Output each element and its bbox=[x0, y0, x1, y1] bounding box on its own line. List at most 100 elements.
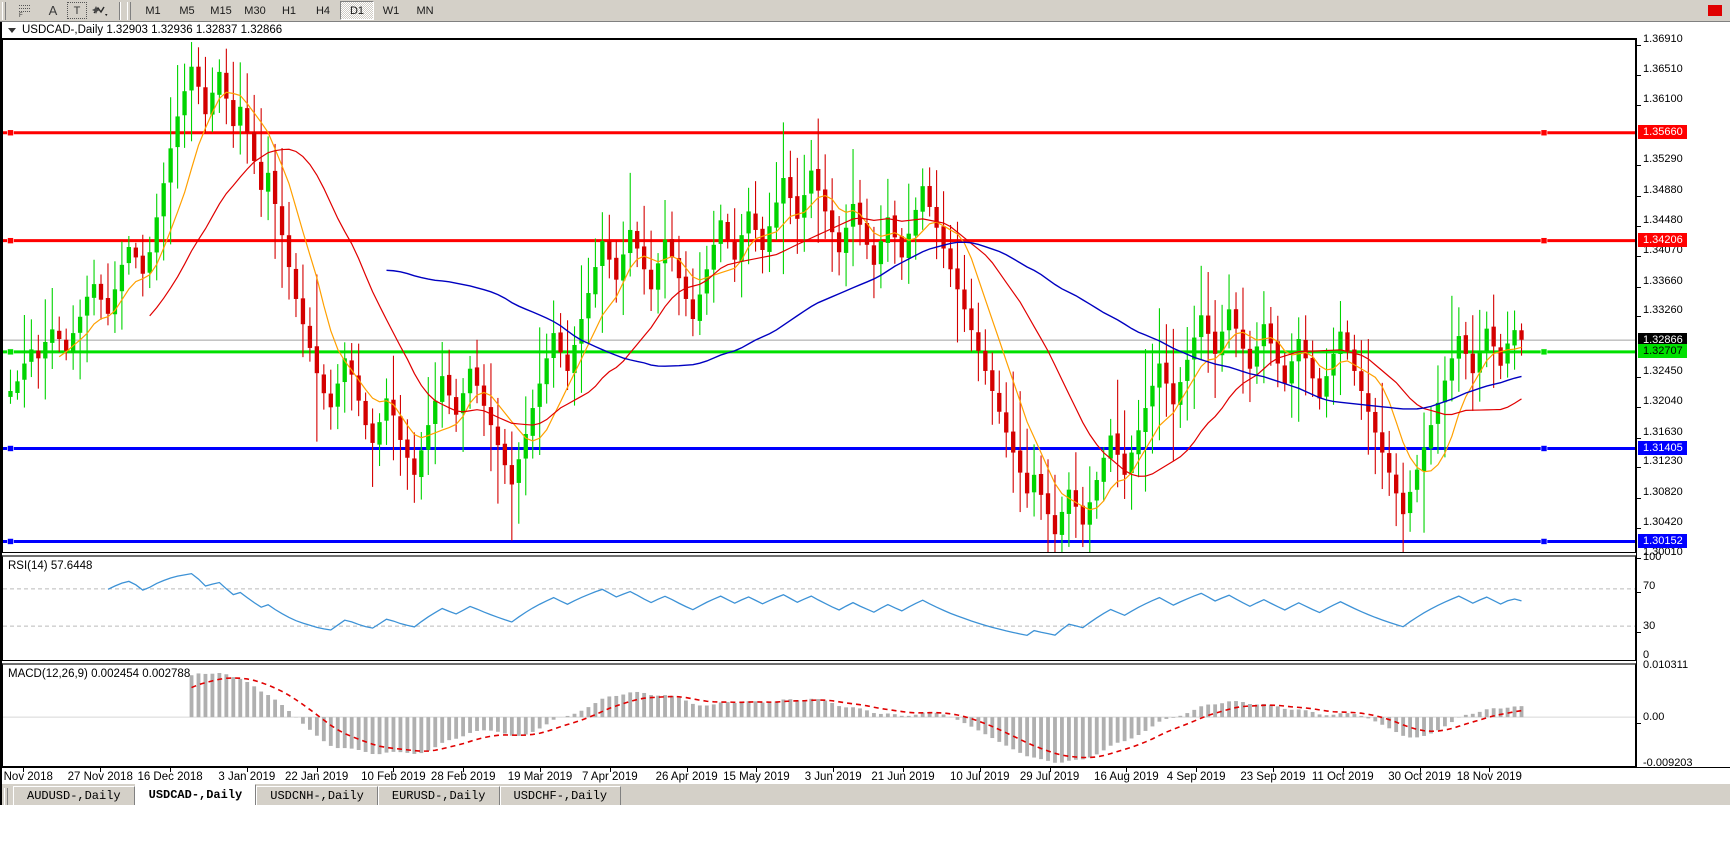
timeframe-mn[interactable]: MN bbox=[416, 4, 434, 17]
candle-body bbox=[1045, 493, 1051, 515]
candle-body bbox=[1268, 323, 1273, 344]
candle-body bbox=[551, 333, 556, 358]
text-tool-icon[interactable]: A bbox=[48, 3, 58, 18]
timeframe-m5[interactable]: M5 bbox=[179, 4, 195, 17]
price-tick: 1.31630 bbox=[1637, 426, 1683, 444]
plot-area: RSI(14) 57.6448 MACD(12,26,9) 0.002454 0… bbox=[2, 38, 1730, 767]
candle-body bbox=[614, 257, 619, 280]
price-chip-resistance[interactable]: 1.34206 bbox=[1638, 233, 1687, 248]
candle-body bbox=[676, 257, 682, 279]
candle-body bbox=[43, 342, 48, 359]
candle-body bbox=[91, 284, 97, 298]
price-tick-label: 1.34480 bbox=[1643, 213, 1683, 226]
candle-body bbox=[1470, 353, 1475, 374]
date-tick-mark bbox=[1489, 768, 1491, 772]
candle-body bbox=[607, 241, 612, 260]
candle-body bbox=[29, 349, 34, 362]
date-tick-mark bbox=[902, 768, 904, 772]
candle-body bbox=[774, 202, 779, 228]
candle-body bbox=[1331, 353, 1336, 376]
level-handle[interactable] bbox=[1540, 348, 1548, 356]
price-chip-bid[interactable]: 1.32866 bbox=[1638, 332, 1687, 347]
price-axis[interactable]: 1.36910 1.36510 1.36100 1.35290 1.34880 1.344… bbox=[1636, 33, 1730, 769]
candle-body bbox=[746, 211, 751, 234]
chart-tab-usdchf[interactable]: USDCHF-,Daily bbox=[499, 786, 622, 805]
price-tick-label: 1.31630 bbox=[1643, 425, 1683, 438]
candle-body bbox=[161, 183, 166, 217]
rsi-label: RSI(14) 57.6448 bbox=[8, 560, 93, 572]
macd-chart[interactable] bbox=[3, 665, 1635, 766]
level-handle[interactable] bbox=[1540, 445, 1548, 452]
price-tick: 1.33260 bbox=[1637, 304, 1683, 322]
level-handle[interactable] bbox=[7, 237, 14, 244]
price-chip-resistance[interactable]: 1.35660 bbox=[1638, 124, 1687, 139]
date-axis: 8 Nov 2018 27 Nov 2018 16 Dec 2018 3 Jan 20… bbox=[0, 767, 1730, 789]
chart-menu-arrow-icon[interactable] bbox=[8, 27, 16, 33]
price-candlestick-chart[interactable] bbox=[3, 40, 1635, 552]
price-chip-support[interactable]: 1.31405 bbox=[1638, 441, 1687, 456]
candle-body bbox=[98, 283, 104, 300]
macd-pane[interactable]: MACD(12,26,9) 0.002454 0.002788 bbox=[2, 663, 1636, 767]
tabbar-grip[interactable] bbox=[4, 788, 10, 805]
chart-tab-usdcad[interactable]: USDCAD-,Daily bbox=[134, 784, 257, 805]
level-handle[interactable] bbox=[1540, 129, 1548, 137]
timeframe-w1[interactable]: W1 bbox=[382, 4, 400, 17]
timeframe-h4[interactable]: H4 bbox=[315, 4, 331, 17]
candle-body bbox=[307, 325, 313, 348]
candle-body bbox=[217, 71, 222, 95]
rsi-pane[interactable]: RSI(14) 57.6448 bbox=[2, 555, 1636, 661]
candle-body bbox=[572, 344, 577, 374]
price-tick-label: 1.34880 bbox=[1643, 183, 1683, 196]
rsi-chart[interactable] bbox=[3, 557, 1635, 660]
candle-body bbox=[1373, 411, 1378, 433]
candle-body bbox=[1011, 431, 1016, 453]
price-chip-level[interactable]: 1.32707 bbox=[1638, 344, 1687, 359]
candle-body bbox=[1108, 435, 1113, 459]
objects-icon[interactable] bbox=[87, 1, 115, 21]
label-tool-icon[interactable]: T bbox=[67, 2, 87, 19]
candle-body bbox=[203, 87, 208, 115]
macd-label: MACD(12,26,9) 0.002454 0.002788 bbox=[8, 668, 191, 680]
level-handle[interactable] bbox=[7, 538, 14, 545]
level-handle[interactable] bbox=[7, 348, 14, 356]
chart-tab-usdcnh[interactable]: USDCNH-,Daily bbox=[256, 786, 378, 805]
rsi-tick-label: 0 bbox=[1643, 649, 1650, 661]
date-tick-label: 7 Apr 2019 bbox=[581, 771, 638, 783]
timeframe-m30[interactable]: M30 bbox=[244, 4, 266, 17]
date-tick-label: 3 Jun 2019 bbox=[804, 771, 862, 783]
timeframe-d1[interactable]: D1 bbox=[340, 1, 374, 20]
price-chip-support[interactable]: 1.30152 bbox=[1638, 534, 1687, 549]
level-handle[interactable] bbox=[7, 129, 14, 137]
price-tick-label: 1.36910 bbox=[1643, 33, 1683, 45]
toolbar-grip-2[interactable] bbox=[127, 1, 134, 20]
crosshair-icon[interactable]: F bbox=[11, 1, 39, 21]
level-handle[interactable] bbox=[1540, 538, 1548, 545]
toolbar-grip-1[interactable] bbox=[2, 1, 9, 20]
timeframe-h1[interactable]: H1 bbox=[281, 4, 297, 17]
candle-body bbox=[948, 248, 953, 270]
chart-tab-eurusd[interactable]: EURUSD-,Daily bbox=[377, 786, 500, 805]
chart-tab-audusd[interactable]: AUDUSD-,Daily bbox=[13, 786, 135, 805]
tick-mark bbox=[1637, 316, 1641, 318]
candle-body bbox=[1164, 362, 1169, 384]
candle-body bbox=[224, 72, 229, 99]
candle-body bbox=[579, 319, 584, 344]
candle-body bbox=[77, 316, 83, 333]
date-tick-mark bbox=[1272, 768, 1274, 772]
tick-mark bbox=[1637, 437, 1641, 439]
candle-body bbox=[1338, 331, 1343, 354]
candle-body bbox=[1400, 492, 1406, 515]
level-handle[interactable] bbox=[7, 445, 14, 452]
candle-body bbox=[509, 465, 514, 485]
timeframe-m1[interactable]: M1 bbox=[145, 4, 161, 17]
candle-body bbox=[1324, 376, 1329, 397]
candle-body bbox=[1463, 335, 1468, 354]
candle-body bbox=[50, 329, 55, 343]
candle-body bbox=[523, 434, 528, 459]
candle-body bbox=[962, 289, 967, 310]
candle-body bbox=[321, 374, 326, 394]
timeframe-m15[interactable]: M15 bbox=[210, 4, 232, 17]
candle-body bbox=[655, 263, 661, 290]
price-pane[interactable] bbox=[2, 38, 1636, 553]
level-handle[interactable] bbox=[1540, 237, 1548, 244]
